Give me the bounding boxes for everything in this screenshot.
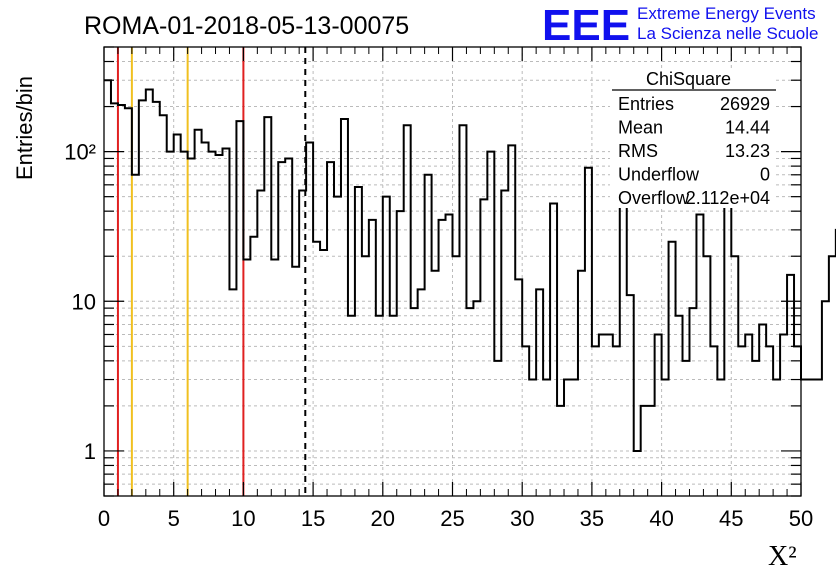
stats-name: ChiSquare [646, 69, 731, 89]
stats-value-entries: 26929 [720, 94, 770, 114]
stats-value-underflow: 0 [760, 165, 770, 185]
stats-value-rms: 13.23 [725, 141, 770, 161]
y-tick-label: 1 [84, 439, 96, 464]
eee-logo-line1: Extreme Energy Events [637, 4, 816, 23]
x-tick-label: 30 [510, 506, 534, 531]
x-tick-label: 0 [98, 506, 110, 531]
stats-label-underflow: Underflow [618, 165, 700, 185]
x-tick-label: 45 [719, 506, 743, 531]
x-tick-label: 25 [440, 506, 464, 531]
y-tick-labels: 1 10 10² [64, 140, 96, 464]
chart-title: ROMA-01-2018-05-13-00075 [84, 12, 409, 40]
stats-box: ChiSquare Entries 26929 Mean 14.44 RMS 13.23 U… [610, 69, 776, 208]
x-tick-labels: 0 5 10 15 20 25 30 35 40 45 50 [98, 506, 813, 531]
stats-value-overflow: 2.112e+04 [686, 188, 770, 208]
stats-label-entries: Entries [618, 94, 674, 114]
stats-rows: Entries 26929 Mean 14.44 RMS 13.23 Underflow 0 O… [618, 94, 770, 208]
eee-logo: EEE Extreme Energy Events La Scienza nel… [542, 1, 818, 50]
x-tick-label: 40 [649, 506, 673, 531]
stats-label-rms: RMS [618, 141, 658, 161]
x-tick-label: 15 [301, 506, 325, 531]
eee-logo-line2: La Scienza nelle Scuole [637, 24, 818, 43]
stats-label-overflow: Overflow [618, 188, 690, 208]
stats-label-mean: Mean [618, 118, 663, 138]
eee-logo-text: EEE [542, 1, 630, 50]
x-axis-label: X² [768, 541, 797, 572]
x-tick-label: 50 [789, 506, 813, 531]
y-tick-label: 10² [64, 140, 96, 165]
y-tick-label: 10 [72, 289, 96, 314]
y-axis-label: Entries/bin [12, 76, 37, 180]
x-tick-label: 5 [168, 506, 180, 531]
stats-box-bg [610, 70, 776, 208]
histogram [104, 79, 836, 452]
stats-value-mean: 14.44 [725, 118, 770, 138]
histogram-outline [104, 79, 836, 452]
x-tick-label: 10 [231, 506, 255, 531]
x-tick-label: 20 [371, 506, 395, 531]
axis-ticks [103, 46, 802, 497]
x-tick-label: 35 [580, 506, 604, 531]
vertical-markers [116, 47, 307, 496]
